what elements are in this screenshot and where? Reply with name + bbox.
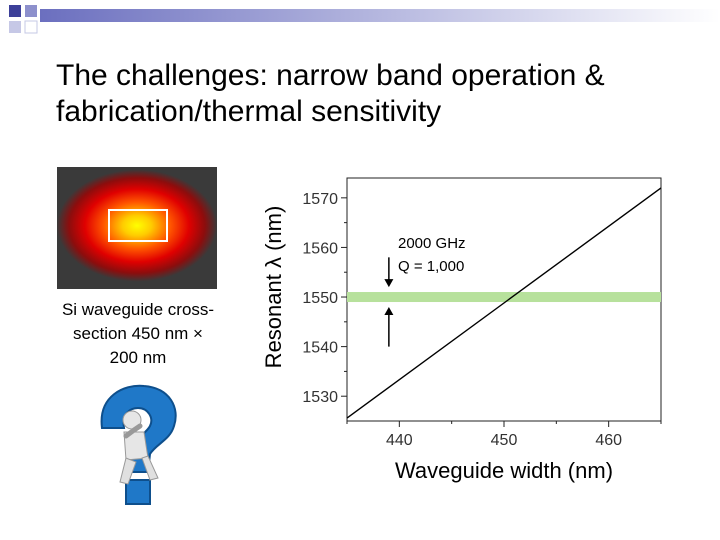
series-line bbox=[346, 187, 662, 419]
decor-square-1 bbox=[9, 5, 21, 17]
decor-square-3 bbox=[9, 21, 21, 33]
slide-title: The challenges: narrow band operation & … bbox=[56, 58, 696, 130]
decor-bar bbox=[40, 9, 720, 22]
y-tick-label-1550: 1550 bbox=[302, 290, 338, 307]
arrow-lower-head bbox=[384, 306, 394, 315]
caption-line-2: section 450 nm × bbox=[73, 324, 203, 343]
y-axis-label: Resonant λ (nm) bbox=[261, 206, 286, 369]
waveguide-caption: Si waveguide cross- section 450 nm × 200… bbox=[40, 298, 236, 370]
title-line-1: The challenges: narrow band operation & bbox=[56, 59, 605, 92]
decor-square-4 bbox=[24, 20, 38, 34]
waveguide-core-outline bbox=[108, 209, 168, 242]
annotation-line-1: 2000 GHz bbox=[398, 235, 466, 252]
person-question-mark-icon bbox=[100, 384, 177, 505]
y-tick-label-1560: 1560 bbox=[302, 240, 338, 257]
arrow-upper-head bbox=[384, 279, 394, 288]
y-tick-label-1530: 1530 bbox=[302, 389, 338, 406]
x-axis-label: Waveguide width (nm) bbox=[395, 458, 613, 483]
waveguide-mode-image bbox=[57, 167, 217, 289]
caption-line-3: 200 nm bbox=[109, 348, 167, 367]
annotation-line-2: Q = 1,000 bbox=[398, 258, 464, 275]
x-tick-label-440: 440 bbox=[386, 432, 413, 449]
y-tick-label-1540: 1540 bbox=[302, 340, 338, 357]
caption-line-1: Si waveguide cross- bbox=[61, 300, 215, 319]
x-tick-label-460: 460 bbox=[595, 432, 622, 449]
x-tick-label-450: 450 bbox=[491, 432, 518, 449]
decor-square-2 bbox=[25, 5, 37, 17]
title-line-2: fabrication/thermal sensitivity bbox=[56, 95, 442, 128]
title-decoration bbox=[9, 5, 720, 34]
resonance-band bbox=[347, 292, 661, 303]
y-tick-label-1570: 1570 bbox=[302, 191, 338, 208]
